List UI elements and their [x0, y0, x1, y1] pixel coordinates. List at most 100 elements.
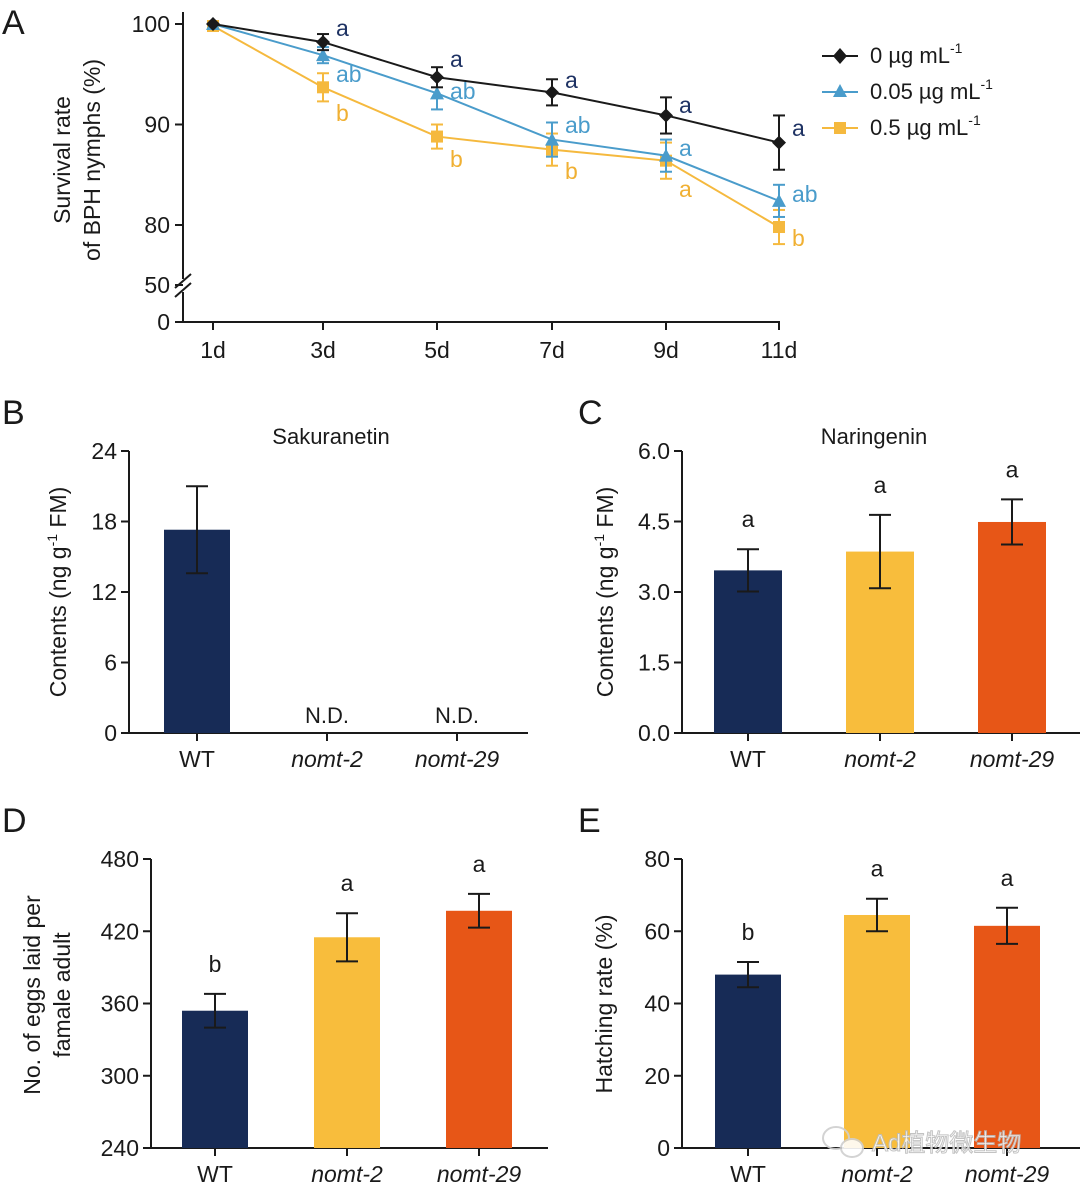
a-point-diamond	[545, 85, 559, 100]
panel-b-ylabel-main: Contents (ng g	[45, 546, 71, 697]
bar	[714, 570, 782, 733]
x-tick-label: nomt-29	[965, 1161, 1050, 1187]
a-significance-label: ab	[336, 61, 362, 87]
significance-label: a	[874, 472, 887, 498]
a-point-diamond	[206, 17, 220, 31]
a-series-0	[206, 17, 786, 171]
panel-letter-b: B	[2, 394, 25, 432]
a-significance-label: ab	[450, 78, 476, 104]
a-significance-label: ab	[792, 181, 818, 207]
panel-c-ylabel: Contents (ng g-1 FM)	[591, 487, 618, 698]
a-x-tick-label: 1d	[200, 337, 226, 363]
a-significance-label: a	[679, 176, 692, 202]
panel-b-axes: 24 18 12 6 0 WT nomt-2 nomt-29	[91, 438, 528, 772]
y-tick-label: 60	[644, 918, 670, 944]
legend-marker-square	[834, 122, 846, 134]
panel-b-ylabel-sup: -1	[44, 534, 60, 547]
a-significance-label: a	[336, 15, 349, 41]
legend-label-2: 0.5 µg mL	[870, 115, 968, 140]
a-point-diamond	[772, 135, 786, 150]
panel-a-series	[206, 17, 786, 246]
x-tick-label: nomt-29	[415, 746, 500, 772]
legend-label-0: 0 µg mL	[870, 43, 950, 68]
y-tick-label: 240	[101, 1135, 139, 1161]
a-point-diamond	[659, 108, 673, 123]
significance-label: a	[341, 870, 354, 896]
nd-label: N.D.	[305, 703, 349, 728]
a-significance-label: b	[792, 225, 805, 251]
panel-c-bars: a a a	[714, 456, 1046, 733]
panel-letter-d: D	[2, 802, 27, 840]
wechat-icon	[822, 1126, 864, 1158]
panel-a-axes: 100 90 80 50 0 1d 3d 5d 7d 9d 11d	[132, 11, 798, 363]
watermark-text: Ad植物微生物	[872, 1130, 1021, 1157]
a-point-triangle	[316, 48, 330, 62]
a-series-line	[212, 23, 780, 144]
panel-a-ylabel-line1: Survival rate	[49, 96, 75, 224]
significance-label: a	[871, 856, 884, 882]
significance-label: a	[1001, 865, 1014, 891]
y-tick-label: 24	[91, 438, 117, 464]
a-y-tick-label: 100	[132, 11, 170, 37]
panel-b-ylabel-end: FM)	[45, 487, 71, 534]
panel-c-axes: 6.0 4.5 3.0 1.5 0.0 WT nomt-2 nomt-29	[638, 438, 1080, 772]
a-significance-label: a	[679, 92, 692, 118]
x-tick-label: WT	[197, 1161, 233, 1187]
a-y-tick-label: 0	[157, 309, 170, 335]
panel-d-axes: 480 420 360 300 240 WT nomt-2 nomt-29	[101, 846, 548, 1187]
a-significance-label: a	[679, 135, 692, 161]
svg-text:0.5 µg mL-1: 0.5 µg mL-1	[870, 112, 981, 140]
panel-letter-e: E	[578, 802, 601, 840]
legend-entry-0: 0 µg mL-1	[822, 40, 963, 68]
a-series-2	[207, 20, 785, 246]
bar	[314, 937, 380, 1148]
a-y-tick-label: 80	[144, 212, 170, 238]
legend-label-2-sup: -1	[968, 112, 981, 128]
legend-label-1-sup: -1	[981, 76, 994, 92]
a-y-tick-label: 90	[144, 112, 170, 138]
a-y-tick-label: 50	[144, 272, 170, 298]
y-tick-label: 0	[657, 1135, 670, 1161]
panel-b-title: Sakuranetin	[272, 424, 389, 449]
significance-label: b	[209, 951, 222, 977]
a-significance-label: b	[565, 158, 578, 184]
legend-marker-triangle	[833, 84, 847, 97]
panel-a-legend: 0 µg mL-1 0.05 µg mL-1 0.5 µg mL-1	[822, 40, 993, 140]
x-tick-label: WT	[730, 1161, 766, 1187]
svg-text:0 µg mL-1: 0 µg mL-1	[870, 40, 963, 68]
svg-text:0.05 µg mL-1: 0.05 µg mL-1	[870, 76, 993, 104]
x-tick-label: nomt-2	[844, 746, 916, 772]
x-tick-label: nomt-2	[841, 1161, 913, 1187]
y-tick-label: 20	[644, 1063, 670, 1089]
a-point-square	[773, 221, 785, 234]
x-tick-label: nomt-29	[970, 746, 1055, 772]
legend-entry-2: 0.5 µg mL-1	[822, 112, 981, 140]
y-tick-label: 0	[104, 720, 117, 746]
y-tick-label: 1.5	[638, 650, 670, 676]
x-tick-label: nomt-2	[291, 746, 363, 772]
a-point-triangle	[545, 132, 559, 146]
bar	[974, 925, 1040, 1148]
x-tick-label: nomt-2	[311, 1161, 383, 1187]
legend-label-1: 0.05 µg mL	[870, 79, 981, 104]
legend-label-0-sup: -1	[950, 40, 963, 56]
a-significance-label: a	[565, 67, 578, 93]
y-tick-label: 360	[101, 991, 139, 1017]
bar	[182, 1010, 248, 1148]
panel-b-ylabel: Contents (ng g-1 FM)	[44, 487, 71, 698]
panel-d-ylabel-line2: famale adult	[49, 932, 75, 1058]
significance-label: b	[742, 919, 755, 945]
a-point-diamond	[430, 70, 444, 85]
x-tick-label: nomt-29	[437, 1161, 522, 1187]
legend-entry-1: 0.05 µg mL-1	[822, 76, 993, 104]
panel-d-bars: b a a	[182, 851, 512, 1148]
y-tick-label: 420	[101, 918, 139, 944]
significance-label: a	[1006, 456, 1019, 482]
a-point-square	[431, 130, 443, 143]
significance-label: a	[473, 851, 486, 877]
a-series-line	[212, 23, 780, 202]
a-x-tick-label: 11d	[761, 337, 798, 363]
y-tick-label: 0.0	[638, 720, 670, 746]
a-point-triangle	[772, 193, 786, 207]
